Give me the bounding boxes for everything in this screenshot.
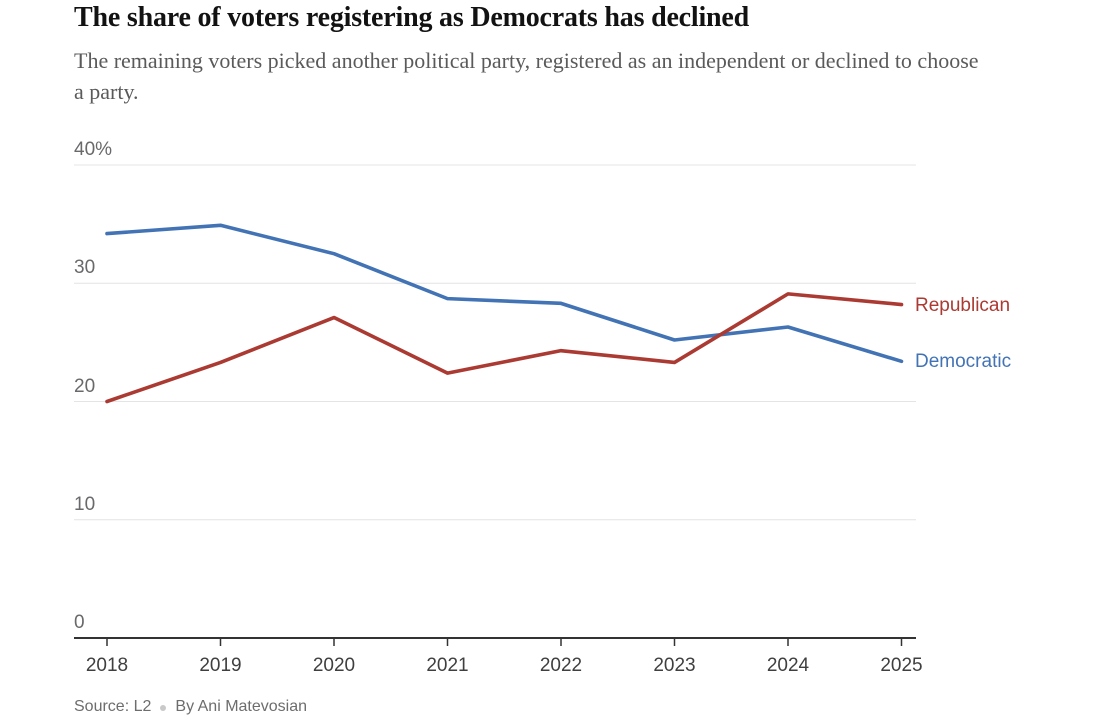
chart-subtitle: The remaining voters picked another poli… [74,48,979,104]
byline-label: By Ani Matevosian [175,698,308,715]
democratic-line [105,223,904,364]
separator-dot-icon [160,705,167,711]
source-label: Source: L2 [74,698,152,715]
chart-footer: Source: L2 By Ani Matevosian [74,698,307,716]
chart-title: The share of voters registering as Democ… [74,2,750,33]
republican-line [105,292,904,404]
